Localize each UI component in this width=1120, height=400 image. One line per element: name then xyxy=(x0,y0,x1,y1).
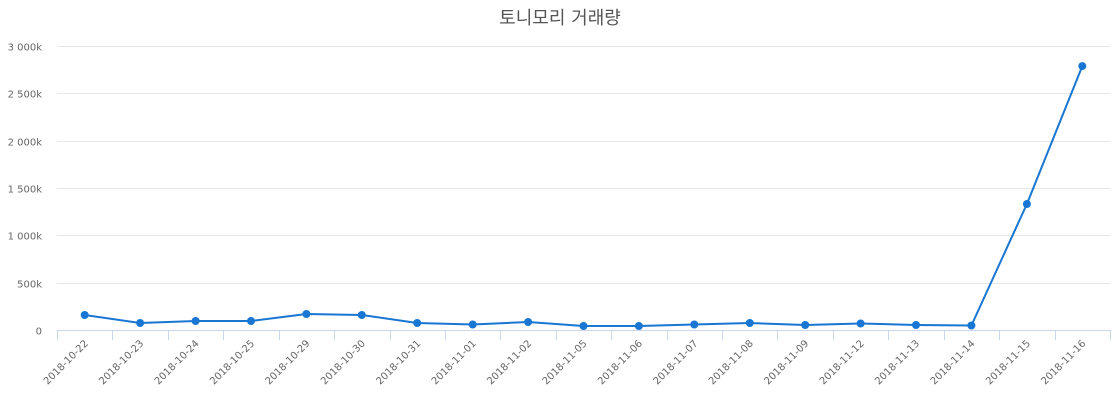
data-point-marker[interactable] xyxy=(1078,62,1087,71)
series-line xyxy=(84,65,1084,327)
x-tick-label: 2018-10-24 xyxy=(153,338,202,387)
data-point-marker[interactable] xyxy=(136,319,145,327)
x-tick-label: 2018-10-31 xyxy=(374,338,423,387)
x-tick-label: 2018-10-30 xyxy=(319,338,368,387)
data-point-marker[interactable] xyxy=(357,311,366,319)
x-tick-label: 2018-11-06 xyxy=(596,338,645,387)
data-point-marker[interactable] xyxy=(302,310,311,318)
y-tick-label: 3 000k xyxy=(8,43,43,54)
x-tick-label: 2018-11-16 xyxy=(1040,338,1089,387)
data-point-marker[interactable] xyxy=(801,321,810,329)
x-tick-label: 2018-11-08 xyxy=(707,338,756,387)
x-tick-label: 2018-10-22 xyxy=(42,338,91,387)
x-tick-label: 2018-11-02 xyxy=(485,338,534,387)
data-point-marker[interactable] xyxy=(967,321,976,330)
x-tick-label: 2018-11-07 xyxy=(652,338,701,387)
x-tick-label: 2018-11-05 xyxy=(541,338,590,387)
x-tick-label: 2018-11-14 xyxy=(929,338,978,387)
data-point-marker[interactable] xyxy=(912,321,920,329)
data-point-marker[interactable] xyxy=(634,322,643,330)
data-point-marker[interactable] xyxy=(468,320,477,329)
data-point-marker[interactable] xyxy=(191,317,200,325)
y-tick-label: 2 500k xyxy=(8,90,43,101)
x-tick-label: 2018-11-09 xyxy=(762,338,811,387)
data-point-marker[interactable] xyxy=(856,319,865,328)
data-series xyxy=(80,62,1087,330)
x-tick-label: 2018-11-15 xyxy=(984,338,1033,387)
data-point-marker[interactable] xyxy=(80,311,89,319)
x-tick-label: 2018-10-25 xyxy=(208,338,257,387)
x-tick-label: 2018-11-13 xyxy=(873,338,922,387)
data-point-marker[interactable] xyxy=(413,319,422,327)
y-axis: 0 500k 1 000k 1 500k 2 000k 2 500k 3 000k xyxy=(8,43,43,338)
data-point-marker[interactable] xyxy=(745,319,754,327)
x-tick-label: 2018-10-29 xyxy=(264,338,313,387)
data-point-marker[interactable] xyxy=(690,320,699,329)
y-tick-label: 2 000k xyxy=(8,138,43,149)
y-tick-label: 0 xyxy=(36,327,42,338)
data-point-marker[interactable] xyxy=(524,318,533,326)
data-point-marker[interactable] xyxy=(579,322,588,330)
gridlines xyxy=(57,46,1110,284)
y-tick-label: 500k xyxy=(17,280,42,291)
x-axis: 2018-10-22 2018-10-23 2018-10-24 2018-10-25… xyxy=(42,330,1111,387)
x-tick-label: 2018-11-12 xyxy=(818,338,867,387)
x-tick-label: 2018-10-23 xyxy=(97,338,146,387)
y-tick-label: 1 000k xyxy=(8,232,43,243)
data-point-marker[interactable] xyxy=(247,317,255,325)
chart-title: 토니모리 거래량 xyxy=(499,8,621,29)
y-tick-label: 1 500k xyxy=(8,185,43,196)
data-point-marker[interactable] xyxy=(1022,200,1031,208)
x-tick-label: 2018-11-01 xyxy=(430,338,479,387)
